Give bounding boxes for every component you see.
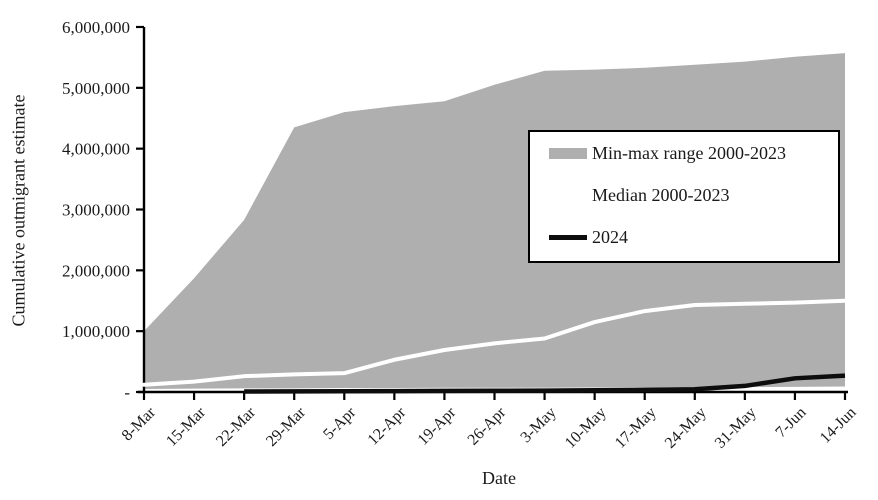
legend-label-minmax: Min-max range 2000-2023 bbox=[592, 142, 786, 163]
legend-item-2024: 2024 bbox=[549, 225, 832, 249]
y-tick-label: 2,000,000 bbox=[62, 261, 130, 280]
y-tick-label: 6,000,000 bbox=[62, 18, 130, 37]
y-tick-label: 3,000,000 bbox=[62, 201, 130, 220]
y-axis-ticks: - 1,000,000 2,000,000 3,000,000 4,000,000 5,0… bbox=[62, 18, 144, 402]
y-tick-label: 1,000,000 bbox=[62, 322, 130, 341]
x-axis-title: Date bbox=[482, 468, 516, 488]
legend-item-median: Median 2000-2023 bbox=[549, 183, 832, 207]
line-2024-swatch bbox=[549, 234, 587, 240]
legend-label-median: Median 2000-2023 bbox=[592, 184, 730, 205]
legend-box: Min-max range 2000-2023 Median 2000-2023… bbox=[528, 130, 840, 263]
y-tick-label: 4,000,000 bbox=[62, 140, 130, 159]
y-tick-label: - bbox=[124, 383, 130, 402]
x-axis-ticks bbox=[142, 392, 847, 400]
minmax-band-swatch bbox=[549, 147, 587, 159]
legend-item-minmax: Min-max range 2000-2023 bbox=[549, 141, 832, 165]
median-line bbox=[142, 298, 847, 387]
y-tick-label: 5,000,000 bbox=[62, 79, 130, 98]
median-line-swatch bbox=[549, 192, 587, 198]
line-2024 bbox=[244, 373, 846, 394]
y-axis-title: Cumulative outmigrant estimate bbox=[8, 94, 29, 327]
legend-label-2024: 2024 bbox=[592, 226, 628, 247]
